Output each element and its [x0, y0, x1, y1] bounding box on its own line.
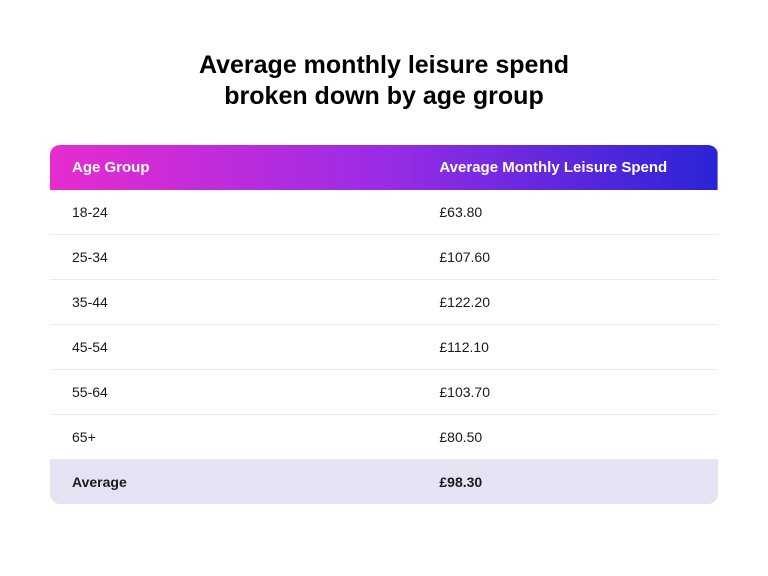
cell-spend: £63.80: [417, 190, 718, 235]
title-line-1: Average monthly leisure spend: [199, 51, 569, 79]
cell-spend: £107.60: [417, 234, 718, 279]
table-row: 35-44 £122.20: [50, 279, 718, 324]
table-row: 65+ £80.50: [50, 414, 718, 459]
cell-age: 35-44: [50, 279, 417, 324]
table-container: Age Group Average Monthly Leisure Spend …: [50, 145, 718, 504]
col-header-age-group: Age Group: [50, 145, 417, 190]
table-row: 45-54 £112.10: [50, 324, 718, 369]
title-line-2: broken down by age group: [224, 82, 543, 110]
table-average-row: Average £98.30: [50, 459, 718, 504]
table-header-row: Age Group Average Monthly Leisure Spend: [50, 145, 718, 190]
cell-spend: £112.10: [417, 324, 718, 369]
cell-avg-value: £98.30: [417, 459, 718, 504]
cell-age: 45-54: [50, 324, 417, 369]
page-title: Average monthly leisure spend broken dow…: [50, 50, 718, 113]
col-header-spend: Average Monthly Leisure Spend: [417, 145, 718, 190]
cell-age: 18-24: [50, 190, 417, 235]
cell-spend: £103.70: [417, 369, 718, 414]
cell-avg-label: Average: [50, 459, 417, 504]
table-row: 55-64 £103.70: [50, 369, 718, 414]
cell-spend: £80.50: [417, 414, 718, 459]
leisure-spend-table: Age Group Average Monthly Leisure Spend …: [50, 145, 718, 504]
table-row: 18-24 £63.80: [50, 190, 718, 235]
cell-age: 25-34: [50, 234, 417, 279]
cell-age: 65+: [50, 414, 417, 459]
cell-spend: £122.20: [417, 279, 718, 324]
cell-age: 55-64: [50, 369, 417, 414]
table-row: 25-34 £107.60: [50, 234, 718, 279]
